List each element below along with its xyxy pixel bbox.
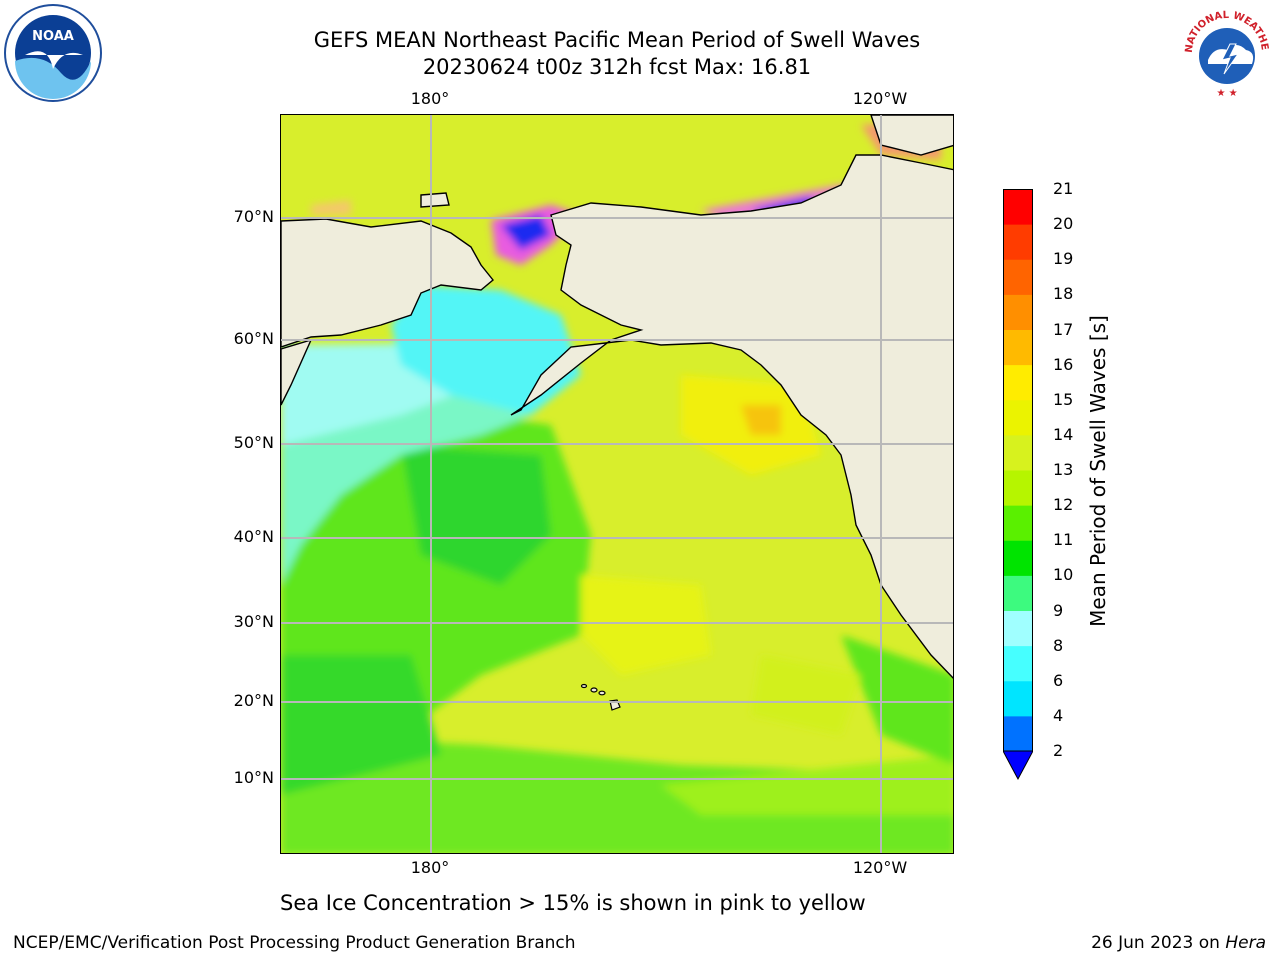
credit-date-host: 26 Jun 2023 on Hera [1091,933,1266,953]
map-panel [280,114,954,854]
colorbar-border [1003,189,1033,752]
colorbar-tick-label: 17 [1053,319,1074,339]
chart-subtitle: 20230624 t00z 312h fcst Max: 16.81 [422,55,812,79]
lat-tick-70n: 70°N [233,207,274,226]
colorbar-segment [1003,399,1033,436]
lon-tick-bottom-120w: 120°W [852,858,908,877]
colorbar-tick-label: 20 [1053,214,1074,234]
colorbar-segment [1003,680,1033,717]
noaa-logo-text: NOAA [32,29,74,44]
colorbar-tick-label: 10 [1053,565,1074,585]
colorbar-tick-label: 11 [1053,530,1074,550]
colorbar-segment [1003,715,1033,752]
colorbar-segment [1003,505,1033,541]
lat-tick-10n: 10°N [233,768,274,787]
chart-title: GEFS MEAN Northeast Pacific Mean Period … [313,28,921,52]
colorbar-tick-label: 8 [1053,635,1064,655]
colorbar-segment [1003,329,1033,366]
colorbar-tick-label: 12 [1053,495,1074,515]
colorbar-segment [1003,575,1033,611]
colorbar-tick-label: 9 [1053,600,1064,620]
colorbar-tick-label: 14 [1053,424,1074,444]
colorbar-tick-label: 18 [1053,284,1074,304]
svg-text:★ ★: ★ ★ [1216,88,1237,99]
colorbar-segment [1003,470,1033,506]
lat-tick-50n: 50°N [233,433,274,452]
colorbar [1002,189,1034,781]
credit-date: 26 Jun 2023 on [1091,933,1226,953]
noaa-logo: NOAA [3,3,103,107]
swell-period-field [281,285,953,853]
colorbar-tick-label: 15 [1053,389,1074,409]
colorbar-tick-label: 19 [1053,249,1074,269]
lat-tick-40n: 40°N [233,527,274,546]
lat-tick-60n: 60°N [233,329,274,348]
colorbar-segment [1003,434,1033,471]
lon-tick-top-120w: 120°W [852,89,908,108]
colorbar-segment [1003,224,1033,260]
colorbar-segment [1003,189,1033,225]
graticule [281,115,953,853]
colorbar-segment [1003,645,1033,682]
lat-tick-30n: 30°N [233,612,274,631]
sea-ice-footnote: Sea Ice Concentration > 15% is shown in … [280,891,866,915]
hawaii-islands [580,683,621,711]
land-masses [281,115,953,679]
colorbar-title: Mean Period of Swell Waves [s] [1086,315,1110,627]
colorbar-under-triangle [1002,750,1034,781]
lon-tick-bottom-180: 180° [410,858,450,877]
colorbar-tick-label: 4 [1053,705,1064,725]
colorbar-segment [1003,259,1033,295]
nws-logo: NATIONAL WEATHER SERVICE ★ ★ [1174,0,1276,106]
colorbar-tick-label: 16 [1053,354,1074,374]
lat-tick-20n: 20°N [233,691,274,710]
lon-tick-top-180: 180° [410,89,450,108]
colorbar-tick-label: 6 [1053,670,1064,690]
colorbar-segment [1003,294,1033,330]
colorbar-tick-label: 13 [1053,460,1074,479]
colorbar-tick-label: 2 [1053,741,1064,760]
credit-host: Hera [1225,933,1266,953]
colorbar-segment [1003,540,1033,576]
colorbar-segment [1003,610,1033,647]
credit-organization: NCEP/EMC/Verification Post Processing Pr… [13,933,576,953]
colorbar-segment [1003,364,1033,401]
colorbar-tick-label: 21 [1053,179,1074,198]
